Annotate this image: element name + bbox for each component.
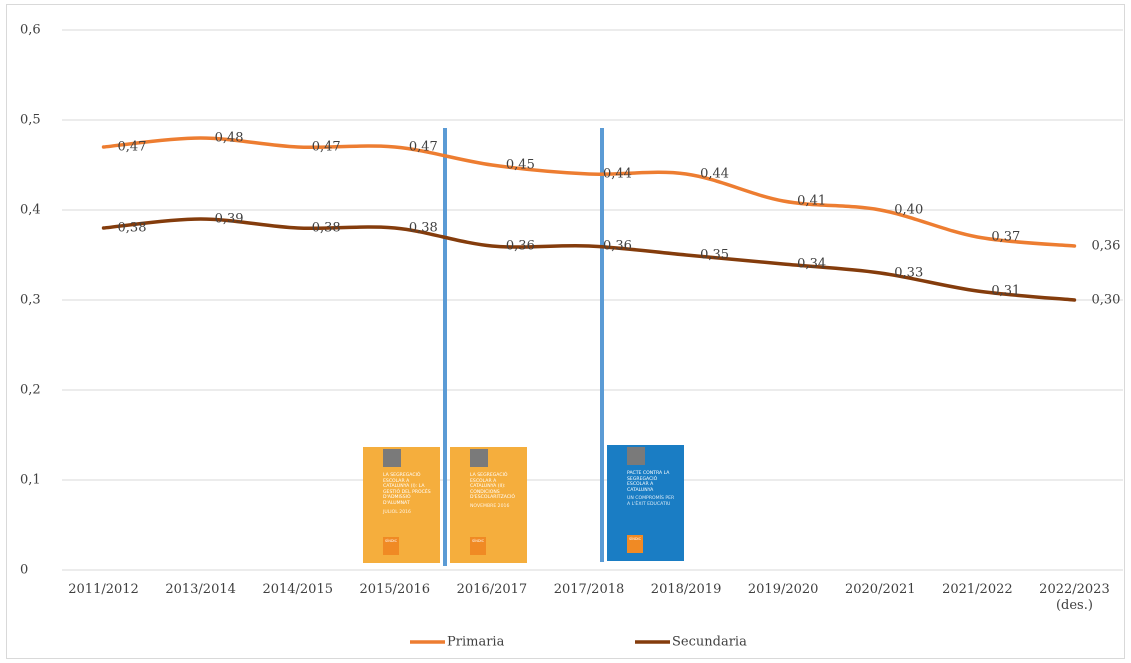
cover-logo: SÍNDIC — [383, 537, 399, 555]
cover-image: LA SEGREGACIÓ ESCOLAR A CATALUNYA (II): … — [450, 447, 527, 563]
cover-photo — [470, 449, 488, 467]
x-tick-label: 2021/2022 — [931, 582, 1023, 598]
chart: 0 0,1 0,2 0,3 0,4 0,5 0,6 0,47 0,48 0,47 0,47 0,45 0… — [0, 0, 1131, 663]
x-tick-label: 2014/2015 — [252, 582, 344, 598]
cover-logo: SÍNDIC — [627, 535, 643, 553]
data-label: 0,47 — [312, 140, 341, 155]
data-label: 0,35 — [700, 248, 729, 263]
cover-title: LA SEGREGACIÓ ESCOLAR A CATALUNYA (II): … — [470, 473, 521, 501]
chart-container: 0 0,1 0,2 0,3 0,4 0,5 0,6 0,47 0,48 0,47 0,47 0,45 0… — [0, 0, 1131, 663]
data-label: 0,38 — [118, 221, 147, 236]
data-label: 0,47 — [118, 140, 147, 155]
cover-date: NOVEMBRE 2016 — [470, 504, 521, 510]
y-tick-label: 0,2 — [20, 383, 41, 398]
legend-label: Secundaria — [672, 635, 747, 650]
x-tick-label: 2016/2017 — [446, 582, 538, 598]
data-label: 0,40 — [894, 203, 923, 218]
data-label: 0,38 — [312, 221, 341, 236]
x-tick-label: 2019/2020 — [737, 582, 829, 598]
data-label: 0,39 — [215, 212, 244, 227]
data-label: 0,30 — [1091, 293, 1120, 308]
data-label: 0,36 — [1091, 239, 1120, 254]
series-line — [104, 219, 1075, 300]
cover-image: LA SEGREGACIÓ ESCOLAR A CATALUNYA (I): L… — [363, 447, 440, 563]
data-label: 0,47 — [409, 140, 438, 155]
y-tick-label: 0,5 — [20, 113, 41, 128]
series-line — [104, 138, 1075, 246]
data-label: 0,48 — [215, 131, 244, 146]
x-tick-label: 2022/2023 (des.) — [1028, 582, 1120, 614]
data-label: 0,44 — [700, 167, 729, 182]
data-label: 0,34 — [797, 257, 826, 272]
chart-border — [7, 5, 1125, 659]
y-tick-label: 0,1 — [20, 473, 41, 488]
x-tick-label: 2011/2012 — [58, 582, 150, 598]
y-tick-label: 0,3 — [20, 293, 41, 308]
cover-title: PACTE CONTRA LA SEGREGACIÓ ESCOLAR A CAT… — [627, 471, 678, 493]
cover-photo — [383, 449, 401, 467]
x-tick-label: 2015/2016 — [349, 582, 441, 598]
data-label: 0,41 — [797, 194, 826, 209]
x-tick-label: 2020/2021 — [834, 582, 926, 598]
cover-image: PACTE CONTRA LA SEGREGACIÓ ESCOLAR A CAT… — [607, 445, 684, 561]
y-tick-label: 0 — [20, 563, 28, 578]
cover-date: JULIOL 2016 — [383, 510, 434, 516]
data-label: 0,44 — [603, 167, 632, 182]
x-tick-label: 2018/2019 — [640, 582, 732, 598]
data-label: 0,36 — [603, 239, 632, 254]
x-tick-label: 2013/2014 — [155, 582, 247, 598]
cover-logo: SÍNDIC — [470, 537, 486, 555]
y-tick-label: 0,6 — [20, 23, 41, 38]
cover-photo — [627, 447, 645, 465]
data-label: 0,37 — [991, 230, 1020, 245]
legend-label: Primaria — [447, 635, 505, 650]
data-label: 0,45 — [506, 158, 535, 173]
cover-title: LA SEGREGACIÓ ESCOLAR A CATALUNYA (I): L… — [383, 473, 434, 507]
data-label: 0,31 — [991, 284, 1020, 299]
data-label: 0,38 — [409, 221, 438, 236]
x-tick-label: 2017/2018 — [543, 582, 635, 598]
data-label: 0,33 — [894, 266, 923, 281]
cover-date: UN COMPROMÍS PER A L'ÈXIT EDUCATIU — [627, 496, 678, 507]
y-tick-label: 0,4 — [20, 203, 41, 218]
data-label: 0,36 — [506, 239, 535, 254]
